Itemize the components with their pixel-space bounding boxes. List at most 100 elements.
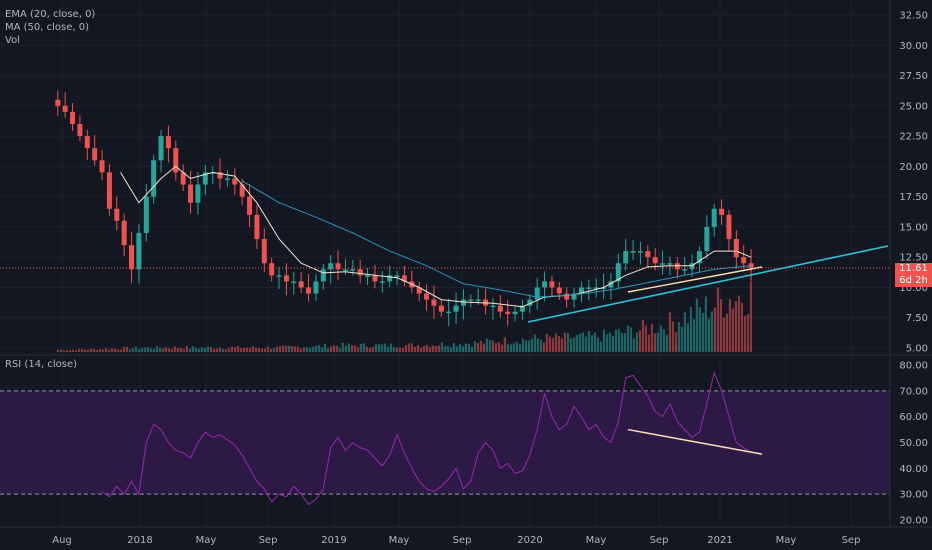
volume-bar [425,344,428,352]
volume-bar [245,347,248,352]
volume-bar [494,343,497,352]
volume-bar [137,348,140,352]
volume-bar [455,346,458,352]
volume-bar [92,348,95,352]
volume-bar [683,312,686,352]
volume-bar [746,314,749,352]
volume-bar [167,348,170,352]
volume-bar [170,348,173,352]
ma-line [241,180,752,298]
volume-bar [278,346,281,352]
volume-bar [566,333,569,352]
candle-body [328,263,334,270]
volume-bar [347,343,350,352]
volume-bar [191,346,194,352]
volume-bar [287,345,290,352]
volume-bar [200,347,203,352]
volume-bar [260,348,263,352]
candle-body [202,172,208,185]
volume-bar [578,333,581,352]
volume-bar [209,347,212,352]
volume-bar [611,335,614,352]
candle-body [460,299,466,306]
volume-bar [656,332,659,352]
volume-bar [467,343,470,352]
price-tick-label: 32.50 [899,11,928,22]
x-tick-label: Sep [259,535,278,546]
volume-bar [308,347,311,352]
volume-bar [371,347,374,352]
candle-body [674,263,680,270]
rsi-tick-label: 80.00 [899,361,928,372]
candle-body [365,275,371,277]
volume-bar [674,332,677,352]
volume-bar [581,332,584,352]
volume-bar [323,343,326,352]
price-trendline [627,266,763,293]
volume-bar [317,345,320,352]
volume-bar [284,345,287,352]
x-tick-label: 2021 [707,535,732,546]
volume-bar [269,348,272,352]
volume-bar [422,346,425,352]
volume-bar [419,347,422,352]
volume-bar [221,349,224,352]
volume-bar [89,348,92,352]
candle-body [719,208,725,215]
candle-body [232,178,238,185]
candle-body [335,263,341,270]
volume-bar [248,347,251,352]
volume-bar [596,337,599,352]
volume-bar [437,345,440,352]
volume-bar [704,296,707,352]
rsi-pane [0,371,890,506]
volume-bar [215,348,218,352]
volume-bar [734,301,737,352]
price-tick-label: 7.50 [906,313,928,324]
candle-body [291,281,297,283]
volume-bar [224,349,227,352]
volume-bar [182,349,185,352]
volume-bar [158,347,161,352]
legend-vol[interactable]: Vol [5,35,20,46]
volume-bar [176,348,179,352]
volume-bar [479,340,482,352]
candle-body [733,239,739,258]
volume-bar [743,316,746,352]
volume-bar [428,347,431,352]
volume-bar [389,343,392,352]
volume-bar [98,348,101,352]
rsi-tick-label: 50.00 [899,438,928,449]
candle-body [623,251,629,264]
volume-bar [110,348,113,352]
volume-bar [362,343,365,352]
volume-bar [185,346,188,352]
candle-body [239,184,245,197]
legend-ema[interactable]: EMA (20, close, 0) [5,9,96,20]
candles [55,90,754,327]
volume-bar [368,347,371,352]
volume-bar [731,308,734,352]
volume-bar [152,348,155,352]
volume-bar [338,347,341,352]
volume-bar [536,338,539,352]
volume-bar [206,346,209,352]
volume-bar [653,333,656,352]
candle-body [136,232,142,270]
volume-bar [446,346,449,352]
candle-body [143,196,149,233]
volume-bar [509,344,512,352]
volume-bar [161,348,164,352]
legend-rsi[interactable]: RSI (14, close) [5,359,78,370]
volume-bar [95,350,98,352]
candle-body [704,226,710,252]
volume-bar [305,347,308,352]
volume-bar [359,343,362,352]
legend-ma[interactable]: MA (50, close, 0) [5,22,90,33]
volume-bar [524,340,527,352]
volume-bar [431,345,434,352]
candle-body [158,136,164,161]
candle-body [350,269,356,271]
volume-bar [383,343,386,352]
